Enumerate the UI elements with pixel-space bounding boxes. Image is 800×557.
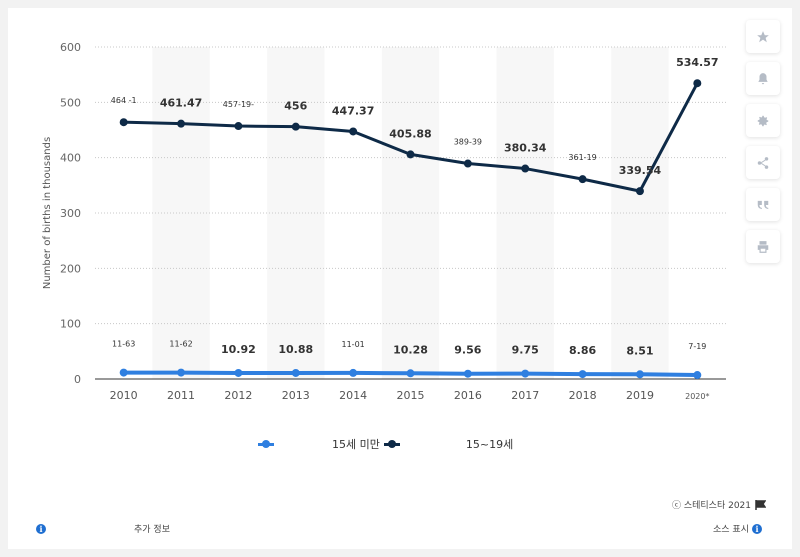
additional-info-link[interactable]: i 추가 정보 — [36, 522, 170, 535]
data-label-1: 464 -1 — [111, 96, 137, 105]
x-tick-label: 2014 — [339, 389, 367, 402]
data-point-0 — [578, 370, 587, 379]
legend-item-under-15[interactable]: 15세 미만 — [258, 436, 380, 452]
data-point-1 — [291, 122, 300, 131]
data-point-0 — [349, 368, 358, 377]
x-tick-label: 2011 — [167, 389, 195, 402]
copyright: ⓒ 스테티스타 2021 — [672, 498, 766, 511]
print-icon — [757, 240, 769, 253]
y-tick-label: 100 — [60, 318, 81, 331]
data-label-0: 10.28 — [393, 343, 428, 356]
y-tick-label: 200 — [60, 262, 81, 275]
x-tick-label: 2016 — [454, 389, 482, 402]
data-label-1: 461.47 — [160, 97, 202, 110]
copyright-text: ⓒ 스테티스타 2021 — [671, 501, 751, 511]
additional-info-label: 추가 정보 — [134, 525, 170, 535]
data-point-0 — [177, 368, 186, 377]
x-tick-label: 2019 — [626, 389, 654, 402]
data-label-0: 9.75 — [512, 344, 539, 357]
bell-icon — [758, 72, 768, 84]
y-tick-label: 0 — [74, 373, 81, 386]
x-tick-label: 2012 — [224, 389, 252, 402]
data-label-1: 534.57 — [676, 56, 718, 69]
gear-icon — [757, 115, 769, 126]
x-tick-label: 2013 — [282, 389, 310, 402]
x-tick-label: 2010 — [110, 389, 138, 402]
star-icon — [757, 30, 769, 42]
data-point-1 — [521, 164, 530, 173]
legend-item-15-19[interactable]: 15~19세 — [383, 436, 514, 452]
line-chart: 0 100 200 300 400 500 600 2010 2011 2012 2013 2014 2… — [42, 41, 726, 402]
data-label-0: 7-19 — [688, 342, 706, 351]
data-point-0 — [521, 369, 530, 378]
data-label-1: 380.34 — [504, 142, 547, 155]
data-label-0: 9.56 — [454, 344, 481, 357]
info-icon: i — [752, 523, 762, 534]
data-label-0: 10.88 — [278, 343, 313, 356]
data-label-1: 456 — [284, 100, 307, 113]
data-label-0: 11-01 — [342, 340, 365, 349]
data-point-1 — [635, 187, 644, 196]
x-tick-label: 2018 — [569, 389, 597, 402]
show-source-link[interactable]: 소스 표시 i — [713, 522, 762, 535]
legend-swatch-15-19 — [383, 438, 400, 450]
data-point-1 — [693, 79, 702, 88]
data-point-0 — [406, 369, 415, 378]
data-point-1 — [119, 118, 128, 127]
category-band — [611, 47, 669, 379]
legend: 15세 미만 15~19세 — [258, 436, 513, 452]
data-label-1: 457-19- — [223, 100, 254, 109]
data-label-0: 8.51 — [626, 344, 653, 357]
flag-icon[interactable] — [755, 499, 766, 510]
data-label-0: 11-62 — [169, 340, 192, 349]
x-tick-label: 2020* — [685, 392, 709, 401]
share-icon — [757, 156, 769, 169]
data-label-1: 405.88 — [389, 127, 431, 140]
legend-label-15-19: 15~19세 — [465, 438, 514, 451]
data-point-1 — [463, 159, 472, 168]
data-label-0: 10.92 — [221, 343, 256, 356]
legend-swatch-under-15 — [258, 438, 274, 450]
x-tick-label: 2015 — [397, 389, 425, 402]
data-label-1: 361-19 — [568, 153, 596, 162]
data-point-1 — [177, 119, 186, 128]
notification-button[interactable] — [746, 62, 780, 95]
side-toolbar — [746, 20, 780, 272]
x-tick-label: 2017 — [511, 389, 539, 402]
print-button[interactable] — [746, 230, 780, 263]
data-point-0 — [234, 368, 243, 377]
settings-button[interactable] — [746, 104, 780, 137]
data-point-1 — [349, 127, 358, 136]
info-icon: i — [36, 523, 46, 534]
data-point-1 — [578, 175, 587, 184]
favorite-button[interactable] — [746, 20, 780, 53]
data-point-0 — [693, 371, 702, 380]
share-button[interactable] — [746, 146, 780, 179]
data-point-1 — [234, 122, 243, 131]
y-tick-label: 400 — [60, 152, 81, 165]
data-point-0 — [291, 368, 300, 377]
data-label-1: 389-39 — [454, 138, 482, 147]
legend-label-under-15: 15세 미만 — [332, 438, 380, 451]
y-tick-label: 600 — [60, 41, 81, 54]
data-point-0 — [463, 369, 472, 378]
y-axis-label: Number of births in thousands — [42, 137, 53, 289]
data-point-0 — [119, 368, 128, 377]
quote-icon — [757, 200, 769, 209]
data-point-0 — [635, 370, 644, 379]
show-source-label: 소스 표시 — [713, 525, 749, 535]
data-point-1 — [406, 150, 415, 159]
chart-card: 0 100 200 300 400 500 600 2010 2011 2012 2013 2014 2… — [8, 8, 792, 549]
data-label-0: 11-63 — [112, 340, 135, 349]
data-label-1: 339.54 — [619, 164, 662, 177]
y-tick-label: 500 — [60, 96, 81, 109]
data-label-1: 447.37 — [332, 104, 374, 117]
cite-button[interactable] — [746, 188, 780, 221]
y-tick-label: 300 — [60, 207, 81, 220]
data-label-0: 8.86 — [569, 344, 596, 357]
